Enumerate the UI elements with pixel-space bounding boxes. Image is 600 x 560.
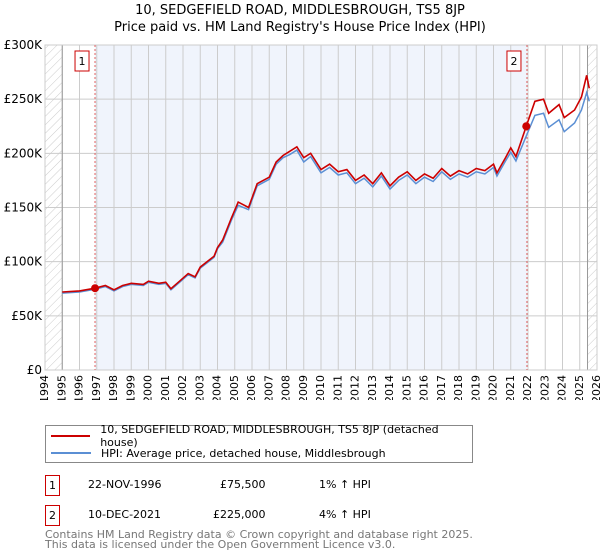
transaction-badge: 2	[45, 505, 60, 526]
sale-marker-label: 1	[79, 55, 86, 68]
transaction-badge: 1	[45, 475, 60, 496]
x-tick-label: 2007	[262, 375, 275, 400]
transaction-hpi: 4% ↑ HPI	[319, 508, 371, 521]
x-tick-label: 2008	[280, 375, 293, 400]
legend-label: 10, SEDGEFIELD ROAD, MIDDLESBROUGH, TS5 …	[100, 423, 439, 449]
x-tick-label: 1998	[107, 375, 120, 400]
legend-swatch	[51, 452, 91, 454]
x-tick-label: 1997	[90, 375, 103, 400]
sale-marker-badge	[506, 50, 522, 72]
transaction-price: £225,000	[213, 508, 266, 521]
sale-point	[522, 122, 531, 131]
x-tick-label: 1995	[55, 375, 68, 400]
price-chart: 1994 1995 1996 1997 1998 1999 2000 2001 2002 2003…	[4, 38, 600, 400]
legend-swatch	[51, 435, 91, 437]
x-tick-label: 2002	[176, 375, 189, 400]
footer-copyright: Contains HM Land Registry data © Crown c…	[45, 528, 473, 541]
legend-item-hpi: HPI: Average price, detached house, Midd…	[46, 445, 386, 461]
chart-title: 10, SEDGEFIELD ROAD, MIDDLESBROUGH, TS5 …	[135, 3, 465, 18]
x-tick-label: 2012	[349, 375, 362, 400]
hpi-line	[62, 90, 590, 294]
x-tick-label: 1996	[73, 375, 86, 400]
x-tick-label: 2016	[418, 375, 431, 400]
x-tick-label: 2019	[469, 375, 482, 400]
x-tick-label: 2015	[400, 375, 413, 400]
sale-marker-label: 2	[510, 55, 517, 68]
legend-label: HPI: Average price, detached house, Midd…	[101, 446, 386, 460]
x-tick-label: 2020	[487, 375, 500, 400]
x-tick-label: 2026	[590, 375, 600, 400]
x-tick-label: 2021	[504, 375, 517, 400]
transaction-row: 1 22-NOV-1996 £75,500 1% ↑ HPI	[45, 475, 545, 496]
y-tick-label: £300K	[4, 38, 44, 52]
y-tick-label: £100K	[4, 255, 44, 269]
y-tick-label: £150K	[4, 201, 44, 215]
x-tick-label: 2014	[383, 375, 396, 400]
y-tick-label: £0	[27, 363, 42, 377]
x-tick-label: 2023	[538, 375, 551, 400]
footer: Contains HM Land Registry data © Crown c…	[45, 528, 473, 551]
x-tick-label: 2024	[556, 375, 569, 400]
y-tick-label: £250K	[4, 92, 44, 106]
x-tick-label: 2009	[297, 375, 310, 400]
x-tick-label: 2000	[142, 375, 155, 400]
transaction-row: 2 10-DEC-2021 £225,000 4% ↑ HPI	[45, 505, 545, 526]
x-tick-label: 2025	[573, 375, 586, 400]
transaction-date: 22-NOV-1996	[88, 478, 162, 491]
property-price-line	[62, 75, 591, 293]
x-tick-label: 2005	[228, 375, 241, 400]
x-tick-label: 2010	[314, 375, 327, 400]
x-tick-label: 1999	[124, 375, 137, 400]
chart-subtitle: Price paid vs. HM Land Registry's House …	[114, 20, 486, 35]
x-tick-label: 2006	[245, 375, 258, 400]
x-tick-label: 1994	[38, 375, 51, 400]
y-tick-label: £200K	[4, 146, 44, 160]
x-tick-label: 2003	[193, 375, 206, 400]
sale-point	[91, 284, 100, 293]
x-tick-label: 2017	[435, 375, 448, 400]
x-tick-label: 2013	[366, 375, 379, 400]
plot-border	[44, 44, 598, 371]
y-tick-label: £50K	[11, 309, 43, 323]
legend: 10, SEDGEFIELD ROAD, MIDDLESBROUGH, TS5 …	[45, 423, 473, 463]
x-tick-label: 2018	[452, 375, 465, 400]
x-tick-label: 2001	[159, 375, 172, 400]
x-tick-label: 2022	[521, 375, 534, 400]
legend-item-property: 10, SEDGEFIELD ROAD, MIDDLESBROUGH, TS5 …	[46, 423, 472, 449]
x-tick-label: 2004	[211, 375, 224, 400]
x-tick-label: 2011	[331, 375, 344, 400]
transaction-date: 10-DEC-2021	[88, 508, 162, 521]
footer-licence: This data is licensed under the Open Gov…	[45, 538, 396, 551]
transaction-hpi: 1% ↑ HPI	[319, 478, 371, 491]
transaction-price: £75,500	[220, 478, 266, 491]
sale-marker-badge	[74, 50, 90, 72]
